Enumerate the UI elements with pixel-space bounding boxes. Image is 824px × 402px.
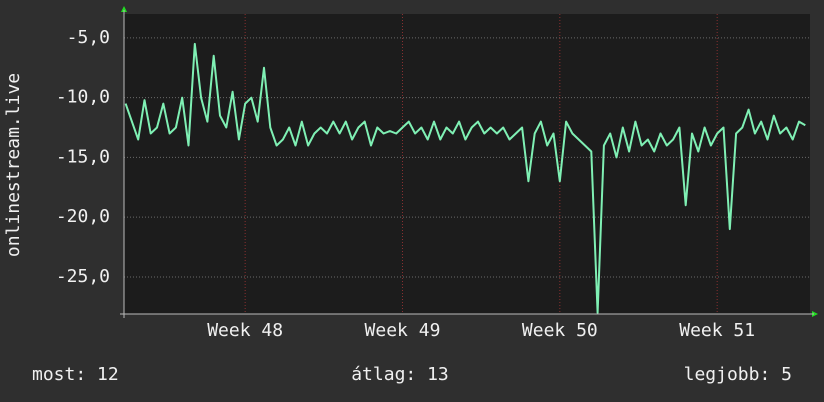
- y-tick-label: -15,0: [56, 146, 110, 167]
- y-tick-label: -10,0: [56, 87, 110, 108]
- x-axis-arrow: [812, 311, 818, 317]
- x-tick-label: Week 49: [365, 320, 441, 341]
- x-tick-label: Week 51: [679, 320, 755, 341]
- y-axis-label: onlinestream.live: [3, 73, 24, 257]
- footer-current: most: 12: [32, 364, 119, 385]
- footer-average: átlag: 13: [351, 364, 449, 385]
- data-line: [124, 42, 806, 314]
- y-axis-arrow: [121, 6, 127, 12]
- y-tick-label: -5,0: [67, 27, 110, 48]
- plot-area: [124, 14, 810, 314]
- y-tick-label: -25,0: [56, 266, 110, 287]
- x-tick-label: Week 50: [522, 320, 598, 341]
- footer-max: legjobb: 5: [684, 364, 792, 385]
- y-tick-label: -20,0: [56, 206, 110, 227]
- x-tick-label: Week 48: [207, 320, 283, 341]
